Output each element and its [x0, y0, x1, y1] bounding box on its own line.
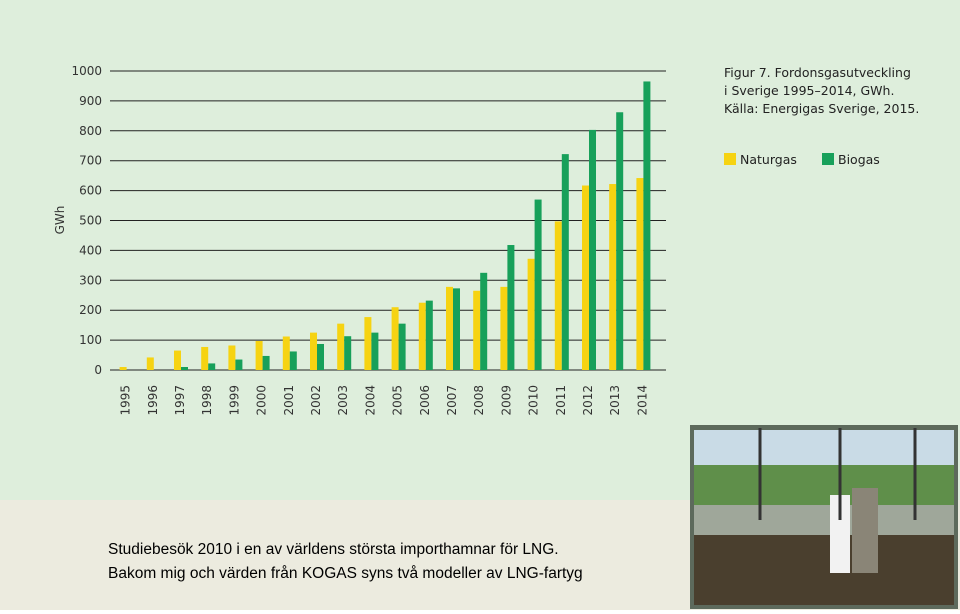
bar [282, 336, 290, 370]
x-tick-label: 2006 [418, 385, 432, 416]
bar [262, 355, 270, 370]
bar [146, 357, 154, 370]
legend-swatch [822, 153, 834, 165]
bar [561, 154, 569, 370]
bar [609, 184, 617, 370]
x-tick-label: 1997 [173, 385, 187, 416]
chart-title: Figur 7. Fordonsgasutveckling [724, 65, 911, 80]
y-tick-label: 0 [94, 363, 102, 377]
legend-swatch [724, 153, 736, 165]
bar [636, 178, 644, 370]
bar [500, 286, 508, 370]
y-tick-label: 300 [79, 273, 102, 287]
x-tick-label: 1995 [119, 385, 133, 416]
bar [119, 367, 127, 370]
y-tick-label: 200 [79, 303, 102, 317]
x-tick-label: 2007 [445, 385, 459, 416]
x-tick-label: 2003 [336, 385, 350, 416]
x-tick-label: 2001 [282, 385, 296, 416]
x-tick-label: 2000 [255, 385, 269, 416]
bar [289, 351, 297, 370]
x-tick-label: 1996 [146, 385, 160, 416]
y-tick-label: 600 [79, 184, 102, 198]
bar [391, 307, 399, 370]
x-tick-label: 1998 [200, 385, 214, 416]
x-tick-label: 2002 [309, 385, 323, 416]
y-tick-label: 1000 [71, 64, 102, 78]
photo [690, 425, 958, 609]
x-tick-label: 2009 [499, 385, 513, 416]
bar [371, 332, 379, 370]
y-tick-label: 400 [79, 243, 102, 257]
bar [418, 302, 426, 370]
bar [174, 350, 181, 370]
x-tick-label: 2013 [608, 385, 622, 416]
chart-title: i Sverige 1995–2014, GWh. [724, 83, 894, 98]
bar [527, 258, 535, 370]
x-tick-label: 2008 [472, 385, 486, 416]
bar [317, 343, 324, 370]
bar [589, 129, 596, 370]
y-tick-label: 700 [79, 154, 102, 168]
bar [337, 323, 345, 370]
bar [473, 290, 481, 370]
y-tick-label: 500 [79, 214, 102, 228]
x-tick-label: 2011 [554, 385, 568, 416]
bar [453, 288, 460, 370]
bar [201, 346, 209, 370]
legend-label: Biogas [838, 152, 880, 167]
bar [255, 340, 263, 370]
x-tick-label: 2012 [581, 385, 595, 416]
bar [235, 359, 243, 370]
y-tick-label: 900 [79, 94, 102, 108]
y-tick-label: 100 [79, 333, 102, 347]
bar [425, 300, 433, 370]
bar [208, 363, 216, 370]
bar [507, 245, 515, 370]
bar [310, 332, 317, 370]
bar [616, 112, 624, 371]
bar [398, 323, 406, 370]
bar [344, 336, 352, 370]
x-tick-label: 2005 [391, 385, 405, 416]
bar [582, 185, 589, 370]
bar [446, 286, 453, 370]
y-tick-label: 800 [79, 124, 102, 138]
x-tick-label: 2010 [527, 385, 541, 416]
chart-title: Källa: Energigas Sverige, 2015. [724, 101, 919, 116]
bar [554, 221, 562, 370]
x-tick-label: 2014 [635, 385, 649, 416]
caption-line: Studiebesök 2010 i en av världens störst… [108, 541, 559, 558]
x-tick-label: 2004 [363, 385, 377, 416]
bar [534, 199, 542, 370]
y-axis-label: GWh [53, 206, 67, 235]
x-tick-label: 1999 [227, 385, 241, 416]
legend-label: Naturgas [740, 152, 797, 167]
caption-line: Bakom mig och värden från KOGAS syns två… [108, 565, 583, 582]
bar [181, 367, 188, 370]
bar [228, 345, 236, 370]
bar [364, 317, 372, 370]
bar [480, 272, 488, 370]
bar [643, 81, 651, 370]
